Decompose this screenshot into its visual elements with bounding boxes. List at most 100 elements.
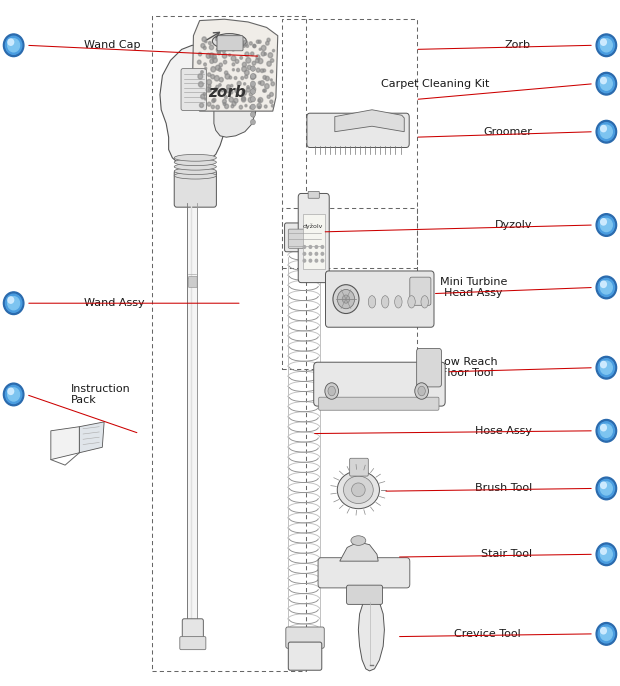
Circle shape (257, 103, 261, 107)
Circle shape (267, 38, 270, 42)
Circle shape (234, 82, 239, 86)
Circle shape (202, 93, 203, 95)
Circle shape (267, 99, 272, 104)
Circle shape (206, 58, 211, 64)
Circle shape (212, 84, 217, 88)
FancyBboxPatch shape (182, 619, 203, 643)
Ellipse shape (343, 476, 373, 504)
Circle shape (321, 246, 324, 248)
Circle shape (600, 361, 613, 375)
Text: Crevice Tool: Crevice Tool (454, 629, 521, 639)
FancyBboxPatch shape (288, 229, 321, 248)
Ellipse shape (352, 483, 365, 497)
Circle shape (213, 84, 218, 89)
Text: Instruction
Pack: Instruction Pack (71, 383, 131, 405)
Polygon shape (79, 422, 104, 453)
Circle shape (267, 104, 269, 108)
Circle shape (205, 60, 210, 65)
Circle shape (601, 219, 606, 225)
Ellipse shape (174, 158, 216, 165)
Ellipse shape (328, 386, 335, 396)
Circle shape (208, 49, 210, 51)
Circle shape (261, 43, 264, 45)
Ellipse shape (337, 289, 355, 309)
Circle shape (272, 54, 276, 59)
Ellipse shape (325, 383, 339, 399)
Circle shape (205, 99, 210, 104)
Circle shape (601, 482, 606, 488)
Circle shape (250, 104, 255, 110)
Ellipse shape (408, 296, 415, 308)
FancyBboxPatch shape (410, 277, 431, 305)
Circle shape (272, 95, 277, 99)
Circle shape (309, 246, 312, 248)
Text: Mini Turbine
Head Assy: Mini Turbine Head Assy (440, 276, 507, 298)
Circle shape (255, 58, 260, 63)
Text: Groomer: Groomer (483, 127, 532, 137)
Polygon shape (340, 542, 378, 561)
Circle shape (7, 38, 20, 52)
Circle shape (303, 246, 306, 248)
Bar (303, 214, 325, 269)
Ellipse shape (174, 168, 216, 175)
Circle shape (257, 91, 262, 96)
Text: zorb: zorb (208, 85, 246, 100)
Text: Brush Tool: Brush Tool (475, 484, 532, 493)
Circle shape (238, 104, 242, 108)
Circle shape (242, 97, 244, 99)
Circle shape (3, 34, 24, 56)
Circle shape (234, 71, 236, 73)
Circle shape (198, 38, 201, 41)
Circle shape (237, 104, 239, 107)
Circle shape (255, 51, 259, 56)
Circle shape (209, 43, 211, 45)
Circle shape (229, 88, 231, 91)
Circle shape (246, 84, 250, 90)
Circle shape (598, 359, 614, 377)
FancyBboxPatch shape (308, 191, 319, 198)
Circle shape (218, 93, 221, 97)
Circle shape (205, 41, 208, 45)
FancyBboxPatch shape (288, 642, 322, 670)
Circle shape (242, 47, 244, 49)
Circle shape (246, 39, 247, 41)
FancyBboxPatch shape (314, 362, 445, 406)
Bar (152, 16, 306, 671)
Ellipse shape (342, 295, 350, 303)
FancyBboxPatch shape (417, 348, 441, 387)
Ellipse shape (368, 296, 376, 308)
Circle shape (213, 55, 215, 58)
Circle shape (250, 97, 255, 102)
Circle shape (303, 252, 306, 255)
Circle shape (262, 52, 264, 54)
Circle shape (8, 297, 14, 303)
Circle shape (247, 99, 250, 102)
Circle shape (203, 68, 205, 71)
Circle shape (221, 60, 223, 62)
Circle shape (254, 47, 258, 51)
Circle shape (255, 82, 260, 86)
Circle shape (229, 85, 232, 88)
FancyBboxPatch shape (318, 558, 410, 588)
Circle shape (598, 36, 614, 54)
Circle shape (205, 75, 209, 80)
Text: Wand Cap: Wand Cap (84, 40, 140, 50)
FancyBboxPatch shape (350, 458, 368, 476)
Circle shape (218, 47, 219, 50)
Circle shape (243, 92, 246, 95)
Circle shape (596, 623, 617, 645)
Ellipse shape (394, 296, 402, 308)
Circle shape (596, 276, 617, 299)
Ellipse shape (174, 163, 216, 170)
Text: dyžolv: dyžolv (303, 224, 323, 229)
Circle shape (598, 279, 614, 296)
FancyBboxPatch shape (217, 36, 243, 51)
Circle shape (215, 53, 219, 57)
Circle shape (237, 84, 241, 87)
Circle shape (250, 66, 255, 71)
Circle shape (216, 40, 220, 45)
Circle shape (601, 548, 606, 554)
Circle shape (237, 56, 239, 58)
Circle shape (600, 482, 613, 495)
Circle shape (222, 98, 224, 100)
